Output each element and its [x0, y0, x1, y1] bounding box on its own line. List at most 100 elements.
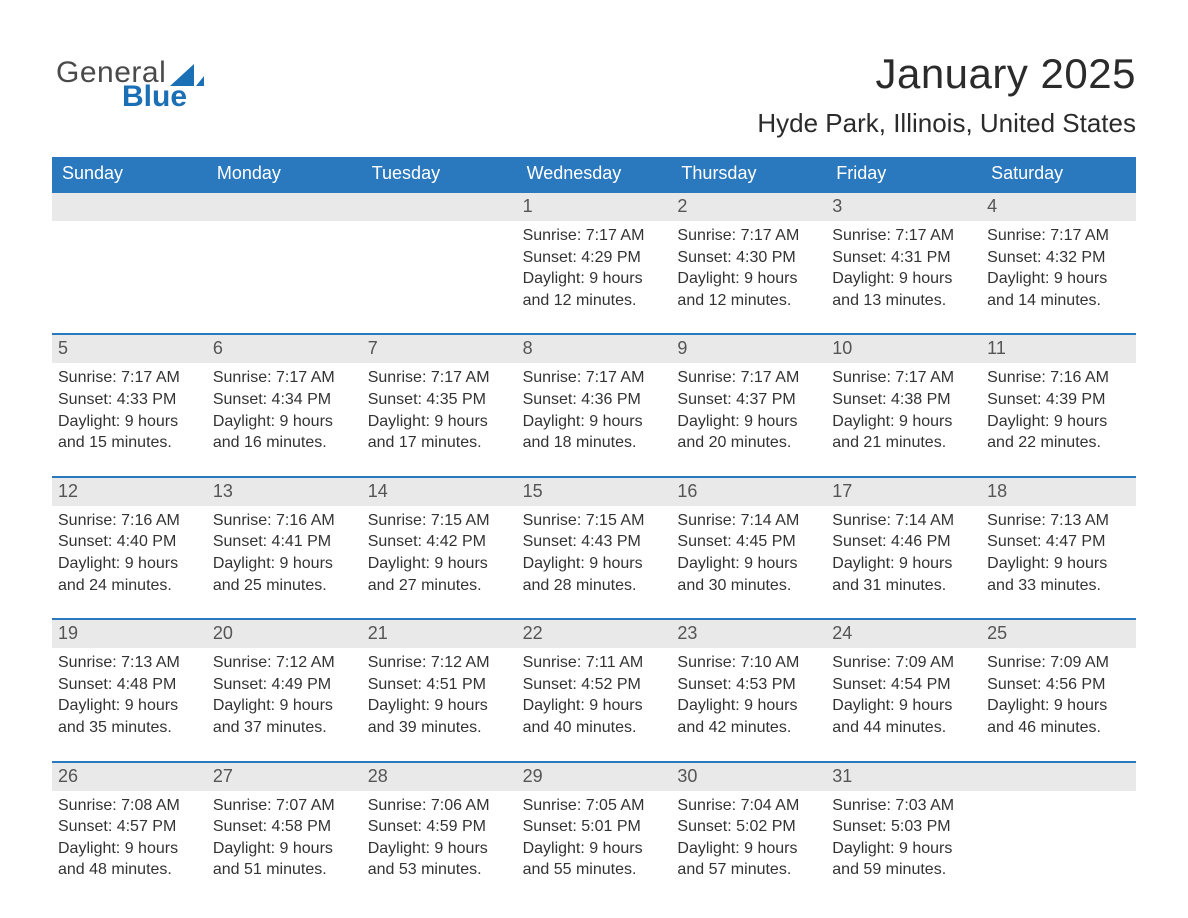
calendar-cell: 6Sunrise: 7:17 AMSunset: 4:34 PMDaylight… [207, 333, 362, 475]
day-body: Sunrise: 7:17 AMSunset: 4:34 PMDaylight:… [207, 363, 362, 475]
day-number [207, 191, 362, 221]
sunrise-text: Sunrise: 7:07 AM [213, 795, 356, 817]
day-number: 5 [52, 333, 207, 363]
sunrise-text: Sunrise: 7:12 AM [213, 652, 356, 674]
dow-header-row: Sunday Monday Tuesday Wednesday Thursday… [52, 157, 1136, 191]
sunset-text: Sunset: 4:39 PM [987, 389, 1130, 411]
sunset-text: Sunset: 5:02 PM [677, 816, 820, 838]
calendar-cell: 5Sunrise: 7:17 AMSunset: 4:33 PMDaylight… [52, 333, 207, 475]
sunrise-text: Sunrise: 7:17 AM [677, 367, 820, 389]
sunset-text: Sunset: 4:52 PM [523, 674, 666, 696]
calendar-cell: 1Sunrise: 7:17 AMSunset: 4:29 PMDaylight… [517, 191, 672, 333]
day-body [981, 791, 1136, 881]
sunset-text: Sunset: 4:53 PM [677, 674, 820, 696]
day-body: Sunrise: 7:12 AMSunset: 4:51 PMDaylight:… [362, 648, 517, 760]
dow-saturday: Saturday [981, 157, 1136, 191]
sunset-text: Sunset: 4:48 PM [58, 674, 201, 696]
day-body: Sunrise: 7:15 AMSunset: 4:43 PMDaylight:… [517, 506, 672, 618]
daylight-line1: Daylight: 9 hours [523, 553, 666, 575]
sunset-text: Sunset: 4:49 PM [213, 674, 356, 696]
daylight-line1: Daylight: 9 hours [523, 695, 666, 717]
day-body: Sunrise: 7:13 AMSunset: 4:47 PMDaylight:… [981, 506, 1136, 618]
sunset-text: Sunset: 4:51 PM [368, 674, 511, 696]
daylight-line1: Daylight: 9 hours [368, 411, 511, 433]
daylight-line2: and 22 minutes. [987, 432, 1130, 454]
daylight-line2: and 14 minutes. [987, 290, 1130, 312]
daylight-line1: Daylight: 9 hours [832, 838, 975, 860]
header-titles: January 2025 Hyde Park, Illinois, United… [52, 50, 1136, 139]
daylight-line2: and 39 minutes. [368, 717, 511, 739]
day-body: Sunrise: 7:09 AMSunset: 4:54 PMDaylight:… [826, 648, 981, 760]
logo: General Blue [56, 58, 204, 112]
day-body [362, 221, 517, 311]
day-body: Sunrise: 7:17 AMSunset: 4:29 PMDaylight:… [517, 221, 672, 333]
calendar-cell [207, 191, 362, 333]
calendar-cell: 11Sunrise: 7:16 AMSunset: 4:39 PMDayligh… [981, 333, 1136, 475]
sunset-text: Sunset: 4:40 PM [58, 531, 201, 553]
daylight-line2: and 40 minutes. [523, 717, 666, 739]
day-body: Sunrise: 7:04 AMSunset: 5:02 PMDaylight:… [671, 791, 826, 903]
daylight-line1: Daylight: 9 hours [677, 411, 820, 433]
daylight-line2: and 51 minutes. [213, 859, 356, 881]
sunrise-text: Sunrise: 7:12 AM [368, 652, 511, 674]
day-number: 9 [671, 333, 826, 363]
day-body: Sunrise: 7:17 AMSunset: 4:35 PMDaylight:… [362, 363, 517, 475]
day-body: Sunrise: 7:03 AMSunset: 5:03 PMDaylight:… [826, 791, 981, 903]
daylight-line1: Daylight: 9 hours [987, 695, 1130, 717]
daylight-line1: Daylight: 9 hours [213, 695, 356, 717]
calendar-weeks: 1Sunrise: 7:17 AMSunset: 4:29 PMDaylight… [52, 191, 1136, 903]
day-number: 24 [826, 618, 981, 648]
calendar-cell: 27Sunrise: 7:07 AMSunset: 4:58 PMDayligh… [207, 761, 362, 903]
day-body: Sunrise: 7:11 AMSunset: 4:52 PMDaylight:… [517, 648, 672, 760]
daylight-line1: Daylight: 9 hours [368, 695, 511, 717]
daylight-line1: Daylight: 9 hours [523, 411, 666, 433]
day-number: 25 [981, 618, 1136, 648]
dow-thursday: Thursday [671, 157, 826, 191]
day-number: 22 [517, 618, 672, 648]
sunrise-text: Sunrise: 7:15 AM [368, 510, 511, 532]
day-body: Sunrise: 7:17 AMSunset: 4:37 PMDaylight:… [671, 363, 826, 475]
calendar-cell: 29Sunrise: 7:05 AMSunset: 5:01 PMDayligh… [517, 761, 672, 903]
calendar-cell: 26Sunrise: 7:08 AMSunset: 4:57 PMDayligh… [52, 761, 207, 903]
day-number: 12 [52, 476, 207, 506]
calendar: Sunday Monday Tuesday Wednesday Thursday… [52, 157, 1136, 903]
title-location: Hyde Park, Illinois, United States [52, 108, 1136, 139]
sunset-text: Sunset: 4:34 PM [213, 389, 356, 411]
sunrise-text: Sunrise: 7:17 AM [58, 367, 201, 389]
daylight-line2: and 28 minutes. [523, 575, 666, 597]
calendar-cell [362, 191, 517, 333]
day-number: 29 [517, 761, 672, 791]
calendar-cell: 23Sunrise: 7:10 AMSunset: 4:53 PMDayligh… [671, 618, 826, 760]
daylight-line1: Daylight: 9 hours [987, 268, 1130, 290]
daylight-line2: and 44 minutes. [832, 717, 975, 739]
day-body: Sunrise: 7:16 AMSunset: 4:40 PMDaylight:… [52, 506, 207, 618]
sunset-text: Sunset: 4:45 PM [677, 531, 820, 553]
sunrise-text: Sunrise: 7:15 AM [523, 510, 666, 532]
daylight-line1: Daylight: 9 hours [58, 838, 201, 860]
day-number: 31 [826, 761, 981, 791]
daylight-line2: and 15 minutes. [58, 432, 201, 454]
daylight-line1: Daylight: 9 hours [677, 268, 820, 290]
daylight-line1: Daylight: 9 hours [213, 411, 356, 433]
dow-friday: Friday [826, 157, 981, 191]
calendar-cell [52, 191, 207, 333]
day-body: Sunrise: 7:17 AMSunset: 4:31 PMDaylight:… [826, 221, 981, 333]
sunrise-text: Sunrise: 7:17 AM [987, 225, 1130, 247]
day-number: 15 [517, 476, 672, 506]
sunset-text: Sunset: 4:59 PM [368, 816, 511, 838]
daylight-line2: and 30 minutes. [677, 575, 820, 597]
daylight-line1: Daylight: 9 hours [832, 268, 975, 290]
day-body: Sunrise: 7:10 AMSunset: 4:53 PMDaylight:… [671, 648, 826, 760]
day-number: 8 [517, 333, 672, 363]
daylight-line2: and 12 minutes. [677, 290, 820, 312]
daylight-line2: and 46 minutes. [987, 717, 1130, 739]
calendar-cell: 31Sunrise: 7:03 AMSunset: 5:03 PMDayligh… [826, 761, 981, 903]
daylight-line1: Daylight: 9 hours [523, 268, 666, 290]
sunset-text: Sunset: 4:41 PM [213, 531, 356, 553]
daylight-line2: and 33 minutes. [987, 575, 1130, 597]
sunset-text: Sunset: 4:36 PM [523, 389, 666, 411]
sunset-text: Sunset: 4:43 PM [523, 531, 666, 553]
calendar-week-row: 12Sunrise: 7:16 AMSunset: 4:40 PMDayligh… [52, 476, 1136, 618]
day-body: Sunrise: 7:17 AMSunset: 4:33 PMDaylight:… [52, 363, 207, 475]
sunset-text: Sunset: 4:38 PM [832, 389, 975, 411]
